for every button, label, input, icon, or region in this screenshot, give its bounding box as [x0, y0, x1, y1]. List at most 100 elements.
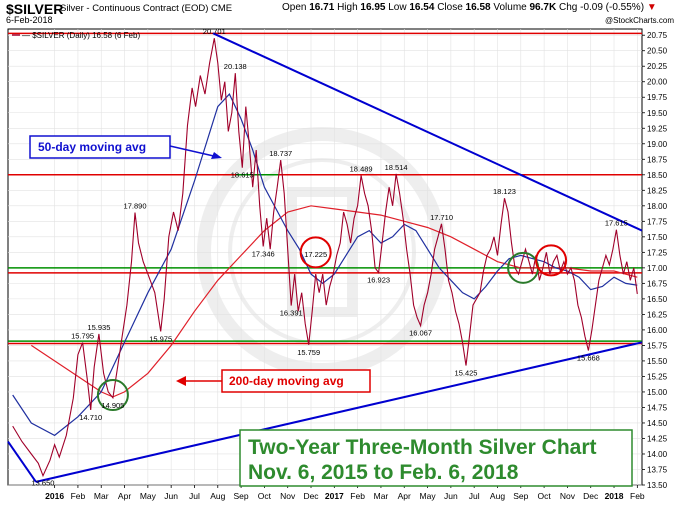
close-value: 16.58 — [465, 2, 491, 13]
x-tick-label: Oct — [258, 491, 272, 501]
highlight-circle — [535, 244, 568, 277]
y-tick-label: 18.75 — [647, 155, 668, 164]
y-tick-label: 15.50 — [647, 357, 668, 366]
data-label: 17.890 — [124, 202, 147, 211]
low-label: Low — [388, 2, 407, 13]
low-value: 16.54 — [409, 2, 435, 13]
volume-label: Volume — [493, 2, 527, 13]
highlight-circles — [96, 236, 568, 412]
ma200-annotation: 200-day moving avg — [176, 369, 371, 393]
y-tick-label: 18.00 — [647, 202, 668, 211]
y-tick-label: 15.75 — [647, 341, 668, 350]
data-label: 16.067 — [409, 329, 432, 338]
y-tick-label: 17.25 — [647, 248, 668, 257]
change-value: -0.09 (-0.55%) — [580, 2, 645, 13]
data-label: 20.138 — [224, 62, 247, 71]
instrument-description: Silver - Continuous Contract (EOD) CME — [60, 3, 232, 14]
x-tick-label: Sep — [513, 491, 528, 501]
y-tick-label: 20.25 — [647, 62, 668, 71]
data-label: 13.650 — [31, 479, 54, 488]
x-tick-label: Aug — [490, 491, 505, 501]
x-tick-label: Apr — [118, 491, 131, 501]
x-tick-label: 2017 — [325, 491, 344, 501]
series-lines — [12, 38, 638, 478]
x-tick-label: Feb — [71, 491, 86, 501]
title-line-1: Two-Year Three-Month Silver Chart — [248, 436, 597, 459]
x-tick-label: May — [420, 491, 437, 501]
ma200-line — [30, 205, 638, 398]
x-tick-label: Mar — [94, 491, 109, 501]
y-tick-label: 13.50 — [647, 481, 668, 490]
trendlines — [7, 32, 643, 483]
y-tick-label: 16.75 — [647, 279, 668, 288]
symbol-title: $SILVER — [6, 1, 64, 17]
y-tick-label: 19.75 — [647, 93, 668, 102]
x-axis: 2016 Feb Mar Apr May Jun Jul Aug Sep Oct Nov Dec 201… — [45, 485, 645, 501]
ma50-annotation: 50-day moving avg — [29, 135, 222, 159]
chart-header: $SILVER Silver - Continuous Contract (EO… — [0, 0, 680, 26]
data-label: 17.225 — [304, 250, 327, 259]
x-tick-label: 2016 — [45, 491, 64, 501]
y-tick-label: 20.75 — [647, 31, 668, 40]
close-label: Close — [437, 2, 463, 13]
data-label: 18.514 — [385, 163, 408, 172]
data-label: 18.489 — [350, 164, 373, 173]
data-label: 14.710 — [79, 413, 102, 422]
x-tick-label: Dec — [303, 491, 319, 501]
y-tick-label: 17.00 — [647, 264, 668, 273]
x-tick-label: Feb — [350, 491, 365, 501]
y-tick-label: 15.00 — [647, 388, 668, 397]
description-text: Silver - Continuous Contract (EOD) — [60, 3, 209, 14]
chart-date: 6-Feb-2018 — [6, 15, 53, 25]
y-tick-label: 15.25 — [647, 372, 668, 381]
exchange-label: CME — [211, 3, 233, 14]
data-label: 15.795 — [71, 332, 94, 341]
price-line — [12, 38, 638, 478]
data-label: 17.615 — [605, 219, 628, 228]
y-axis: 13.50 13.75 14.00 14.25 14.50 14.75 15.00 15.25… — [642, 31, 668, 490]
legend-label: — $SILVER (Daily) 16.58 (6 Feb) — [22, 31, 140, 40]
data-label: 15.935 — [87, 323, 110, 332]
y-tick-label: 19.00 — [647, 140, 668, 149]
quote-bar: Open 16.71 High 16.95 Low 16.54 Close 16… — [282, 2, 657, 13]
volume-value: 96.7K — [529, 2, 557, 13]
data-label: 18.615 — [231, 171, 254, 180]
data-label: 15.975 — [149, 334, 172, 343]
data-label: 15.668 — [577, 353, 600, 362]
y-tick-label: 18.50 — [647, 171, 668, 180]
x-tick-label: Aug — [210, 491, 225, 501]
arrow-right-icon — [211, 152, 222, 159]
copyright-label: @StockCharts.com — [604, 16, 674, 25]
x-tick-label: Nov — [560, 491, 576, 501]
data-label: 15.759 — [297, 348, 320, 357]
data-label: 20.701 — [203, 27, 226, 36]
legend: — $SILVER (Daily) 16.58 (6 Feb) — [12, 31, 140, 40]
open-value: 16.71 — [309, 2, 335, 13]
highlight-circle — [299, 236, 332, 269]
y-tick-label: 13.75 — [647, 465, 668, 474]
y-tick-label: 18.25 — [647, 186, 668, 195]
high-value: 16.95 — [360, 2, 386, 13]
x-tick-label: Feb — [630, 491, 645, 501]
data-label: 14.905 — [101, 401, 124, 410]
trendline — [212, 32, 643, 232]
ma50-label: 50-day moving avg — [38, 140, 146, 154]
data-label: 17.346 — [252, 249, 275, 258]
x-tick-label: Sep — [234, 491, 249, 501]
data-labels: 13.650 15.795 14.710 15.935 14.905 17.890 15.9… — [31, 27, 627, 487]
highlight-circle — [96, 379, 129, 412]
ma200-label: 200-day moving avg — [229, 374, 344, 388]
price-chart: 13.650 15.795 14.710 15.935 14.905 17.890 15.9… — [7, 27, 668, 501]
x-tick-label: Apr — [398, 491, 411, 501]
y-tick-label: 17.75 — [647, 217, 668, 226]
y-tick-label: 16.50 — [647, 295, 668, 304]
y-tick-label: 17.50 — [647, 233, 668, 242]
data-label: 18.123 — [493, 187, 516, 196]
y-tick-label: 14.75 — [647, 403, 668, 412]
trendline — [35, 341, 643, 483]
x-tick-label: Jun — [444, 491, 458, 501]
change-down-icon: ▼ — [646, 2, 657, 13]
change-label: Chg — [558, 2, 578, 13]
y-tick-label: 19.25 — [647, 124, 668, 133]
data-label: 16.923 — [367, 276, 390, 285]
